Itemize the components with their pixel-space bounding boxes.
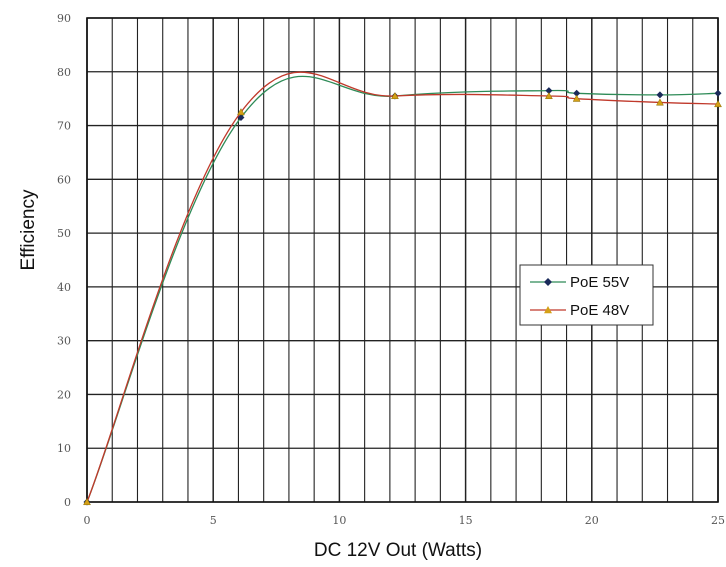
y-tick-label: 10 — [57, 442, 71, 455]
legend-marker-poe-48v — [544, 306, 552, 314]
chart-grid — [86, 17, 719, 503]
x-tick-label: 25 — [711, 514, 725, 527]
plot-frame — [86, 17, 719, 503]
legend-box — [519, 264, 654, 326]
x-tick-label: 0 — [84, 514, 91, 527]
y-tick-label: 90 — [57, 12, 71, 25]
chart-series — [83, 71, 722, 506]
data-point-poe-48v — [391, 91, 399, 100]
data-point-poe-48v — [83, 497, 91, 506]
data-point-poe-55v — [656, 91, 664, 99]
data-point-poe-55v — [237, 113, 245, 121]
y-tick-label: 50 — [57, 227, 71, 240]
y-tick-label: 40 — [57, 281, 71, 294]
y-tick-label: 70 — [57, 120, 71, 133]
data-point-poe-55v — [545, 87, 553, 95]
x-tick-label: 5 — [210, 514, 217, 527]
y-tick-label: 60 — [57, 173, 71, 186]
chart-legend: PoE 55V PoE 48V — [519, 264, 654, 326]
data-point-poe-55v — [714, 89, 722, 97]
data-point-poe-48v — [572, 94, 581, 102]
series-line-poe-55v — [86, 75, 719, 503]
y-axis-title: Efficiency — [18, 189, 39, 270]
legend-label-poe-55v: PoE 55V — [570, 274, 629, 291]
data-point-poe-48v — [237, 108, 245, 116]
y-tick-label: 0 — [64, 496, 71, 509]
legend-marker-poe-55v — [544, 278, 552, 286]
legend-label-poe-48v: PoE 48V — [570, 302, 629, 319]
x-axis-title: DC 12V Out (Watts) — [314, 540, 482, 561]
data-point-poe-48v — [544, 91, 553, 100]
x-tick-label: 20 — [585, 514, 599, 527]
data-point-poe-48v — [656, 98, 664, 106]
data-point-poe-48v — [714, 100, 722, 108]
x-tick-label: 15 — [459, 514, 473, 527]
y-tick-label: 80 — [57, 66, 71, 79]
y-tick-label: 30 — [57, 335, 71, 348]
data-point-poe-55v — [573, 89, 581, 97]
y-tick-label: 20 — [57, 388, 71, 401]
series-line-poe-48v — [86, 71, 719, 503]
x-tick-label: 10 — [332, 514, 346, 527]
chart-axes: 0 10 20 30 40 50 60 70 80 90 0 5 10 15 20 25 — [57, 12, 725, 527]
